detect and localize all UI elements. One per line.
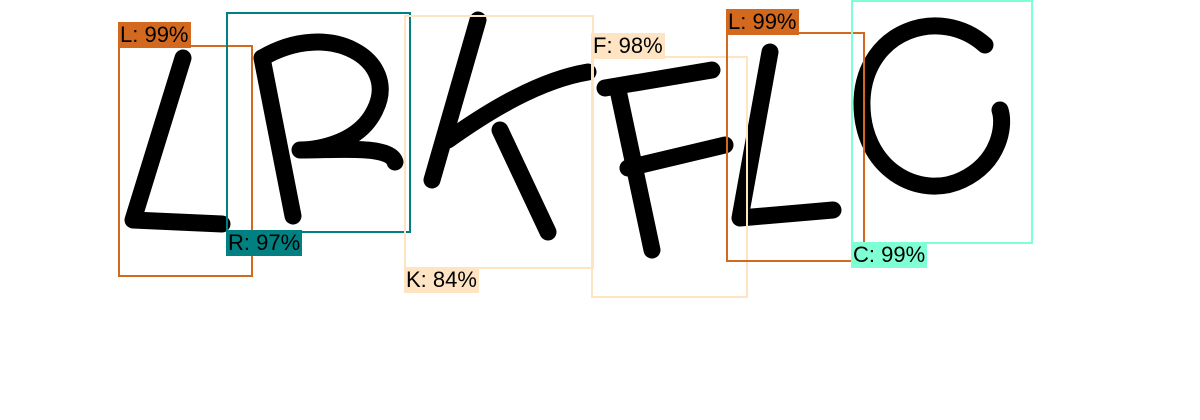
detection-label-c: C: 99%	[851, 242, 928, 268]
detection-label-l: L: 99%	[118, 22, 191, 48]
detection-label-k: K: 84%	[404, 267, 479, 293]
detection-box-c	[851, 0, 1033, 244]
letter-l2-glyph	[731, 43, 842, 227]
detection-label-r: R: 97%	[226, 230, 303, 256]
letter-f-glyph	[596, 61, 734, 259]
detection-box-k	[404, 15, 594, 269]
detection-box-l2	[726, 32, 865, 262]
letter-k-glyph	[423, 11, 597, 241]
detection-box-f	[591, 56, 748, 298]
detection-label-f: F: 98%	[591, 33, 665, 59]
letter-c-glyph	[853, 17, 1011, 195]
detection-label-l2: L: 99%	[726, 9, 799, 35]
letter-r-glyph	[253, 33, 404, 225]
detection-box-r	[226, 12, 411, 233]
letter-l-glyph	[124, 49, 231, 233]
